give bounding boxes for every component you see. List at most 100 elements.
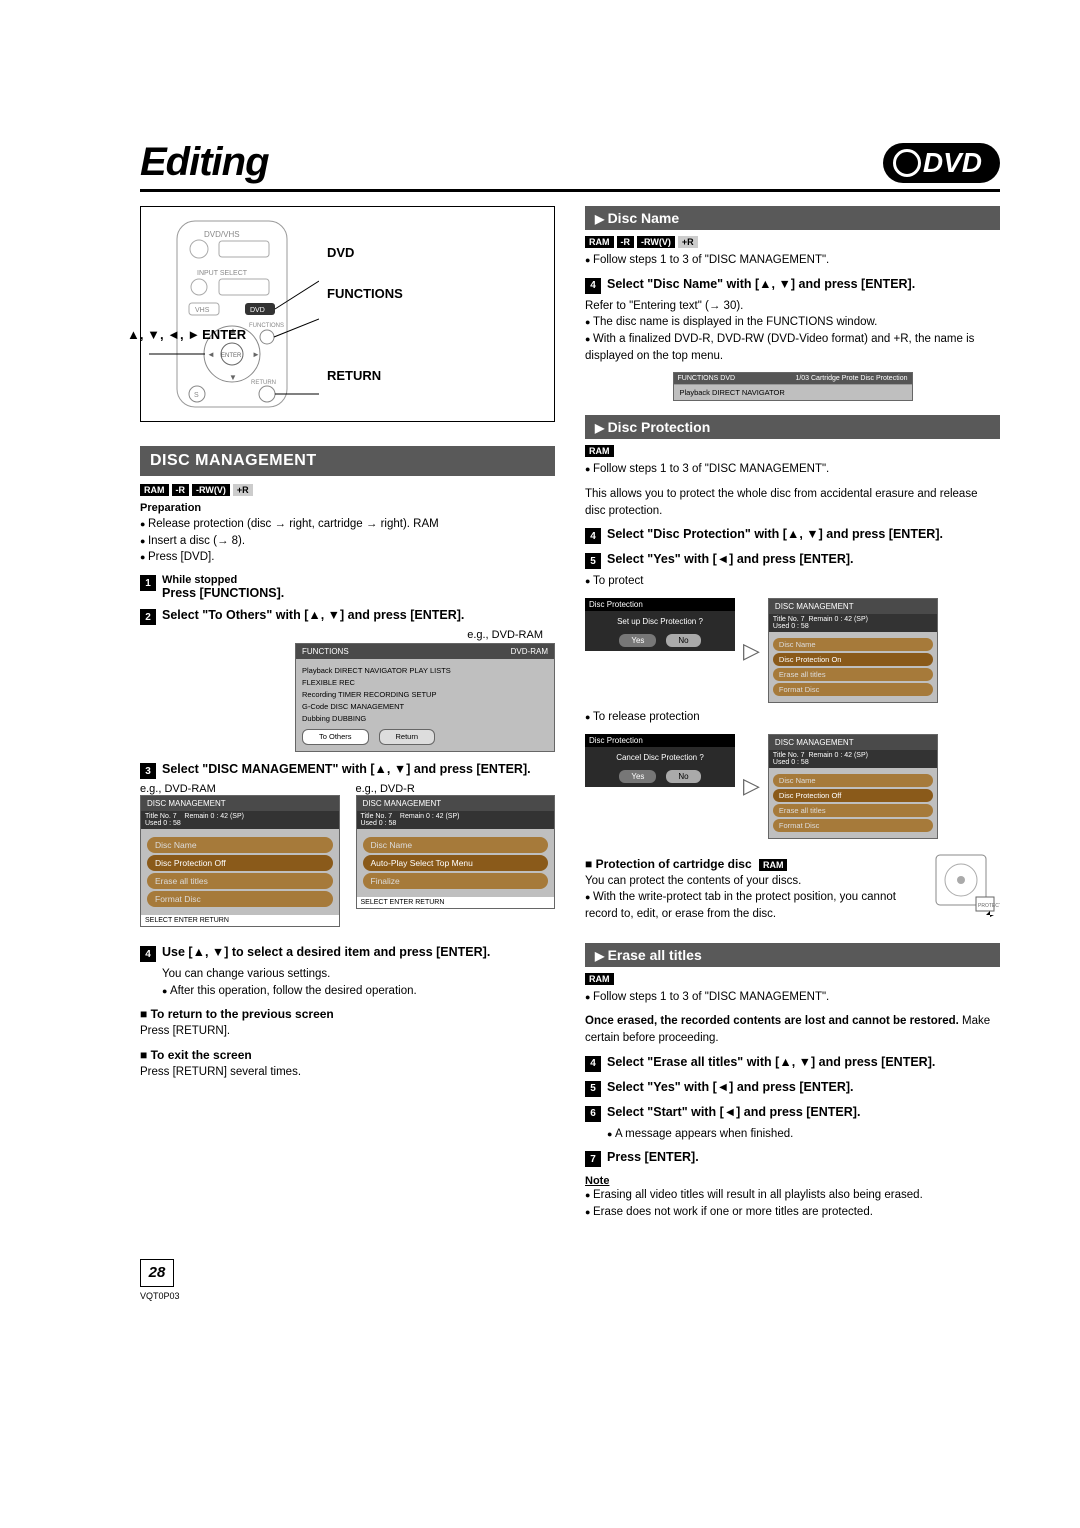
dlg-q: Set up Disc Protection ?: [591, 617, 729, 626]
functions-menu: FUNCTIONS DVD-RAM Playback DIRECT NAVIGA…: [295, 643, 555, 752]
w: Playback DIRECT NAVIGATOR: [680, 388, 785, 397]
info: Title No. 7: [361, 813, 393, 820]
to-release: To release protection: [585, 709, 1000, 726]
hdr: DISC MANAGEMENT: [775, 602, 854, 611]
menu-row: G-Code DISC MANAGEMENT: [302, 701, 548, 713]
menu-hdr: DISC MANAGEMENT: [363, 799, 442, 808]
two-menus: e.g., DVD-RAM DISC MANAGEMENT Title No. …: [140, 783, 555, 937]
svg-text:PROTECT: PROTECT: [978, 903, 1000, 909]
dlg-title: Disc Protection: [585, 734, 735, 747]
svg-text:◄: ◄: [207, 350, 215, 359]
r: Disc Protection On: [773, 653, 933, 666]
i: Remain 0 : 42 (SP): [808, 752, 868, 759]
menu-row: Recording TIMER RECORDING SETUP: [302, 689, 548, 701]
remote-label-return: RETURN: [327, 368, 403, 383]
svg-text:RETURN: RETURN: [251, 380, 276, 386]
dm-step2: 2 Select "To Others" with [▲, ▼] and pre…: [140, 608, 555, 625]
r: Erase all titles: [773, 668, 933, 681]
dm-step4: 4 Use [▲, ▼] to select a desired item an…: [140, 945, 555, 962]
step-num: 6: [585, 1106, 601, 1122]
badge: +R: [233, 484, 253, 496]
info: Used 0 : 58: [361, 820, 397, 827]
badge: +R: [678, 236, 698, 248]
step2-text: Select "To Others" with [▲, ▼] and press…: [162, 608, 464, 622]
step-num: 5: [585, 1081, 601, 1097]
menu-item: Finalize: [363, 873, 549, 889]
step-text: Select "Yes" with [◄] and press [ENTER].: [607, 1080, 854, 1094]
hint: SELECT ENTER RETURN: [357, 897, 555, 908]
remote-label-arrows: ▲, ▼, ◄, ►: [127, 327, 200, 342]
prep-item: Release protection (disc → right, cartri…: [140, 516, 555, 533]
return-text: Press [RETURN].: [140, 1023, 555, 1040]
yes: Yes: [619, 634, 656, 647]
step-text: Select "Erase all titles" with [▲, ▼] an…: [607, 1055, 935, 1069]
disc-name-title: Disc Name: [585, 206, 1000, 230]
page-title: Editing: [140, 140, 269, 185]
menu-ram: DISC MANAGEMENT Title No. 7 Remain 0 : 4…: [140, 795, 340, 927]
dlg-q: Cancel Disc Protection ?: [591, 753, 729, 762]
r: Disc Name: [773, 774, 933, 787]
dm-badges: RAM -R -RW(V) +R: [140, 484, 555, 496]
hdr: DISC MANAGEMENT: [775, 738, 854, 747]
note: With a finalized DVD-R, DVD-RW (DVD-Vide…: [585, 331, 1000, 364]
cart2: With the write-protect tab in the protec…: [585, 889, 920, 922]
exit-title: To exit the screen: [140, 1048, 555, 1062]
i: Used 0 : 58: [773, 623, 809, 630]
badge: RAM: [759, 859, 788, 871]
footer-code: VQT0P03: [140, 1291, 1000, 1301]
badge: -R: [172, 484, 190, 496]
arrow-icon: ▷: [743, 638, 760, 664]
svg-text:INPUT SELECT: INPUT SELECT: [197, 270, 248, 277]
menu-item: Erase all titles: [147, 873, 333, 889]
follow: Follow steps 1 to 3 of "DISC MANAGEMENT"…: [585, 461, 1000, 478]
protect-row1: Disc Protection Set up Disc Protection ?…: [585, 598, 1000, 703]
step-text: Select "Disc Name" with [▲, ▼] and press…: [607, 277, 915, 291]
no: No: [666, 770, 700, 783]
step4-text: Use [▲, ▼] to select a desired item and …: [162, 945, 490, 959]
step1-pre: While stopped: [162, 574, 284, 586]
to-protect: To protect: [585, 573, 1000, 590]
erase-title: Erase all titles: [585, 943, 1000, 967]
svg-text:ENTER: ENTER: [221, 353, 242, 359]
return-btn: Return: [379, 729, 436, 745]
left-column: DVD/VHS INPUT SELECT VHS DVD FUNCTIONS: [140, 206, 555, 1229]
step6sub: A message appears when finished.: [607, 1126, 1000, 1143]
erase-warn: Once erased, the recorded contents are l…: [585, 1013, 1000, 1046]
svg-text:DVD: DVD: [250, 307, 265, 314]
step-text: Select "Yes" with [◄] and press [ENTER].: [607, 552, 854, 566]
prep-item: Insert a disc (→ 8).: [140, 533, 555, 550]
return-title: To return to the previous screen: [140, 1007, 555, 1021]
arrow-icon: ▷: [743, 773, 760, 799]
panel-off: DISC MANAGEMENT Title No. 7 Remain 0 : 4…: [768, 734, 938, 839]
remote-svg: DVD/VHS INPUT SELECT VHS DVD FUNCTIONS: [149, 219, 319, 409]
svg-text:S: S: [194, 392, 199, 399]
info: Title No. 7: [145, 813, 177, 820]
menu-row: Playback DIRECT NAVIGATOR PLAY LISTS: [302, 665, 548, 677]
step-num: 1: [140, 575, 156, 591]
dlg-title: Disc Protection: [585, 598, 735, 611]
menu-item: Auto-Play Select Top Menu: [363, 855, 549, 871]
dm-step1: 1 While stopped Press [FUNCTIONS].: [140, 574, 555, 600]
svg-text:▼: ▼: [229, 373, 237, 382]
menu-item: Disc Protection Off: [147, 855, 333, 871]
follow: Follow steps 1 to 3 of "DISC MANAGEMENT"…: [585, 252, 1000, 269]
i: Title No. 7: [773, 752, 805, 759]
yes: Yes: [619, 770, 656, 783]
badge: RAM: [585, 445, 614, 457]
svg-text:►: ►: [252, 350, 260, 359]
disc-protection-title: Disc Protection: [585, 415, 1000, 439]
step3-text: Select "DISC MANAGEMENT" with [▲, ▼] and…: [162, 762, 531, 776]
menu-hdr: FUNCTIONS: [302, 647, 349, 656]
step-num: 4: [585, 278, 601, 294]
hint: SELECT ENTER RETURN: [141, 915, 339, 926]
dm-step3: 3 Select "DISC MANAGEMENT" with [▲, ▼] a…: [140, 762, 555, 779]
step-num: 4: [585, 1056, 601, 1072]
menu-row: Dubbing DUBBING: [302, 713, 548, 725]
func-window: FUNCTIONS DVD 1/03 Cartridge Prote Disc …: [673, 372, 913, 401]
panel-on: DISC MANAGEMENT Title No. 7 Remain 0 : 4…: [768, 598, 938, 703]
cart1: You can protect the contents of your dis…: [585, 873, 920, 890]
cartridge-icon: PROTECT: [930, 849, 1000, 919]
step-text: Press [ENTER].: [607, 1150, 699, 1164]
eg-label: e.g., DVD-RAM: [140, 783, 340, 795]
w: 1/03 Cartridge Prote Disc Protection: [795, 375, 907, 382]
